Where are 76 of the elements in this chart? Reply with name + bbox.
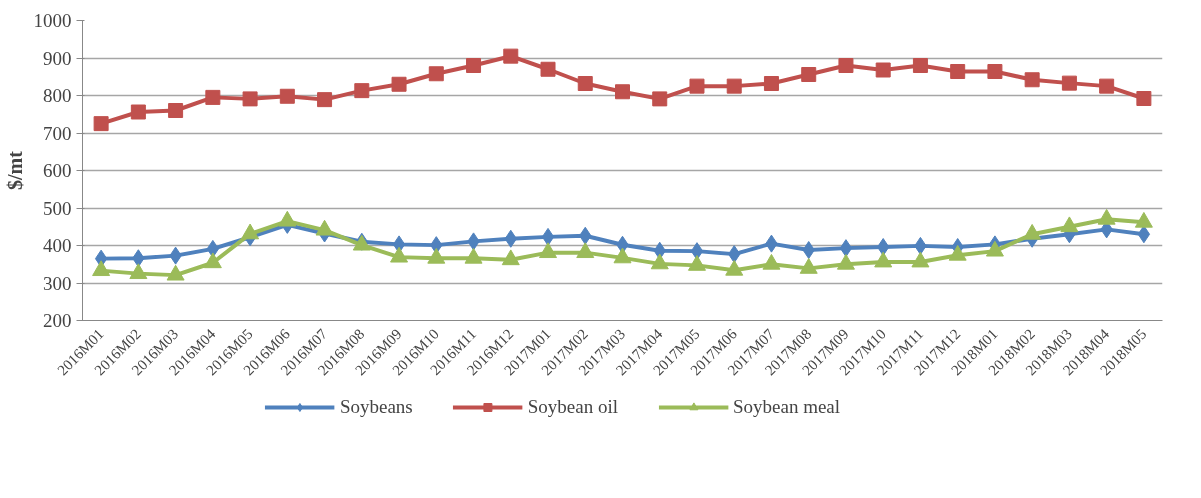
point: [464, 247, 483, 264]
point: [1097, 208, 1116, 225]
y-tick-label: 800: [43, 85, 72, 106]
point: [762, 253, 781, 270]
point: [541, 227, 555, 246]
point: [615, 84, 630, 100]
point: [613, 247, 632, 264]
point: [1136, 91, 1152, 106]
legend-label: Soybean oil: [527, 396, 618, 418]
point: [577, 76, 593, 91]
point: [650, 253, 669, 270]
point: [279, 88, 295, 104]
point: [315, 219, 334, 236]
point: [242, 91, 258, 107]
point: [576, 242, 595, 259]
point: [278, 210, 297, 227]
point: [948, 244, 967, 261]
point: [317, 92, 333, 108]
point: [652, 91, 668, 107]
point: [428, 66, 444, 82]
point: [1137, 225, 1151, 244]
point: [503, 48, 519, 64]
point: [911, 251, 930, 268]
point: [839, 239, 853, 258]
point: [875, 62, 891, 78]
point: [130, 104, 146, 120]
point: [540, 61, 556, 77]
point: [1024, 72, 1040, 88]
legend-label: Soybeans: [339, 396, 413, 418]
y-tick-label: 900: [43, 47, 72, 69]
point: [1099, 78, 1115, 94]
point: [802, 241, 815, 259]
point: [427, 247, 446, 264]
point: [241, 223, 260, 240]
point: [877, 238, 890, 256]
point: [985, 240, 1004, 257]
point: [726, 78, 742, 94]
y-tick-label: 500: [43, 197, 72, 219]
y-tick-label: 700: [43, 122, 72, 144]
point: [987, 64, 1003, 79]
point: [687, 255, 706, 271]
point: [203, 252, 222, 269]
point: [466, 58, 482, 73]
point: [129, 263, 148, 280]
point: [539, 242, 558, 259]
point: [838, 58, 854, 73]
point: [92, 260, 111, 277]
point: [1061, 75, 1077, 91]
point: [206, 239, 220, 258]
y-tick-label: 400: [43, 235, 72, 256]
point: [166, 264, 185, 281]
point: [725, 259, 744, 276]
y-tick-label: 300: [43, 272, 72, 294]
y-tick-label: 200: [43, 310, 72, 331]
y-axis-title: $/mt: [3, 150, 26, 190]
point: [874, 251, 893, 268]
point: [1060, 216, 1079, 233]
point: [763, 76, 779, 91]
point: [205, 89, 221, 105]
point: [950, 64, 966, 79]
point: [1134, 211, 1153, 228]
point: [1023, 223, 1042, 240]
point: [799, 258, 818, 274]
point: [93, 116, 109, 132]
point: [836, 253, 855, 270]
y-tick-label: 600: [43, 160, 72, 181]
point: [912, 58, 928, 73]
point: [689, 78, 705, 94]
point: [801, 67, 817, 82]
legend-label: Soybean meal: [732, 396, 841, 418]
point: [501, 249, 520, 266]
point: [390, 246, 409, 263]
point: [391, 76, 407, 92]
y-tick-label: 1000: [33, 10, 72, 31]
point: [354, 83, 370, 99]
point: [168, 103, 184, 118]
